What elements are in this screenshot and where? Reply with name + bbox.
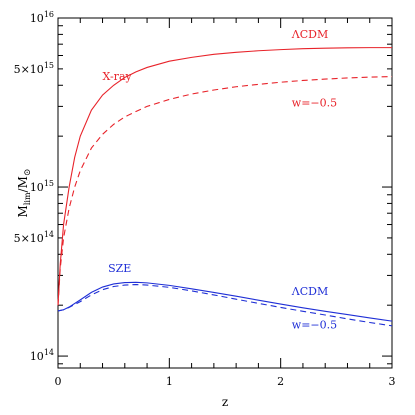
series-line-2-dashed	[57, 76, 393, 306]
series-lines	[57, 47, 393, 327]
x-axis-label: z	[222, 395, 228, 409]
y-tick-label-exponent: 14	[44, 348, 54, 357]
plot-frame	[57, 17, 393, 369]
y-tick-label: 5×1014	[14, 230, 54, 245]
y-tick-label-exponent: 15	[44, 179, 54, 188]
y-tick-label-base: 10	[30, 350, 44, 363]
y-tick-label: 1016	[30, 10, 54, 25]
x-tick-label: 1	[166, 375, 173, 388]
series-line-1-solid	[57, 47, 392, 306]
y-tick-label-base: 10	[30, 181, 44, 194]
curve-annotation: w=−0.5	[292, 96, 337, 109]
curve-annotation: ΛCDM	[291, 28, 328, 41]
y-tick-label-base: 10	[30, 12, 44, 25]
y-axis-label-main: M	[16, 205, 30, 217]
y-axis-label-suffix: /M	[16, 176, 30, 192]
x-tick-label: 3	[389, 375, 396, 388]
x-tick-labels: 0 1 2 3	[55, 375, 396, 388]
series-line-4-dashed	[57, 283, 393, 327]
x-tick-label: 2	[277, 375, 284, 388]
curve-annotations: ΛCDM X-ray w=−0.5 SZE ΛCDM w=−0.5	[103, 28, 338, 331]
y-tick-label: 5×1015	[14, 61, 54, 76]
curve-annotation: w=−0.5	[292, 318, 337, 331]
curve-annotation: X-ray	[103, 70, 133, 83]
y-tick-label-exponent: 16	[44, 10, 54, 19]
y-tick-label-exponent: 15	[44, 61, 54, 70]
y-axis-label: Mlim/M⊙	[16, 169, 33, 218]
y-tick-label-base: 5×10	[14, 63, 44, 76]
curve-annotation: ΛCDM	[291, 285, 328, 298]
y-tick-label-exponent: 14	[44, 230, 54, 239]
y-tick-label: 1014	[30, 348, 54, 363]
axis-ticks	[57, 17, 393, 368]
x-tick-label: 0	[55, 375, 62, 388]
y-axis-label-sun-symbol: ⊙	[23, 169, 33, 177]
y-tick-label: 1015	[30, 179, 54, 194]
y-tick-label-base: 5×10	[14, 232, 44, 245]
series-line-3-solid	[57, 281, 393, 322]
curve-annotation: SZE	[108, 262, 131, 275]
y-axis-label-sub: lim	[23, 192, 32, 205]
